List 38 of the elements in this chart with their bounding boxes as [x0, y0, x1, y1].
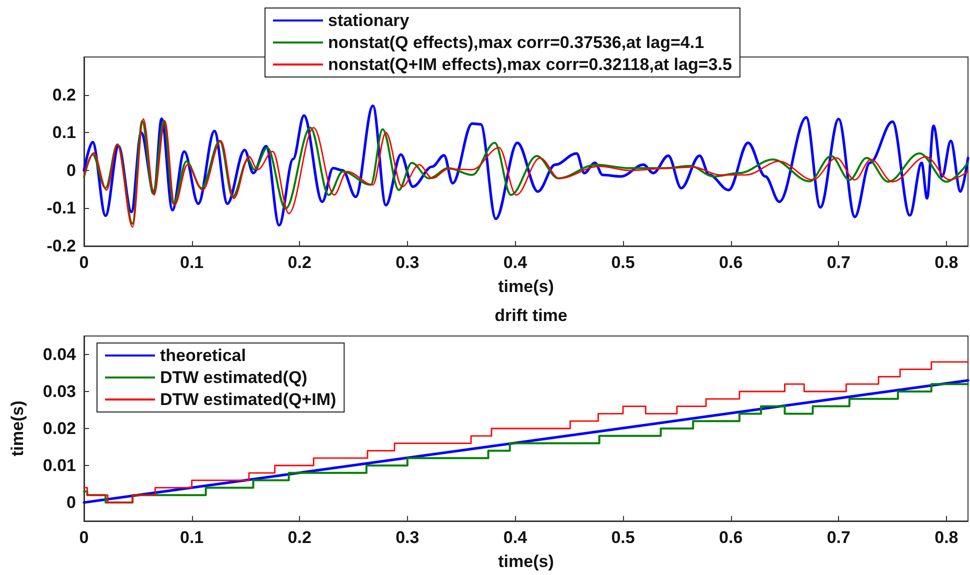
- y-axis-title: time(s): [8, 400, 27, 456]
- chart-title: drift time: [494, 306, 568, 325]
- y-tick-label: 0.02: [42, 419, 76, 438]
- x-tick-label: 0.7: [826, 253, 850, 272]
- x-tick-label: 0.4: [503, 253, 528, 272]
- legend-label: nonstat(Q effects),max corr=0.37536,at lag=4.1: [328, 33, 704, 52]
- legend-label: theoretical: [160, 346, 246, 365]
- x-axis-title: time(s): [498, 277, 554, 296]
- x-tick-label: 0.5: [611, 253, 635, 272]
- x-tick-label: 0.2: [288, 528, 312, 547]
- x-tick-label: 0.6: [719, 253, 743, 272]
- y-tick-label: 0.04: [42, 345, 77, 364]
- legend-label: DTW estimated(Q+IM): [160, 390, 336, 409]
- x-tick-label: 0.3: [396, 528, 420, 547]
- y-tick-label: -0.1: [46, 198, 76, 218]
- x-tick-label: 0.1: [180, 253, 204, 272]
- x-tick-label: 0.5: [611, 528, 635, 547]
- y-tick-label: 0.2: [52, 85, 76, 104]
- y-tick-label: 0: [66, 160, 76, 180]
- x-tick-label: 0.1: [180, 528, 204, 547]
- legend-label: nonstat(Q+IM effects),max corr=0.32118,at lag=3.5: [328, 55, 732, 74]
- y-tick-label: -0.2: [46, 236, 76, 256]
- x-tick-label: 0.6: [719, 528, 743, 547]
- x-tick-label: 0.2: [288, 253, 312, 272]
- x-tick-label: 0.3: [396, 253, 420, 272]
- y-tick-label: 0: [66, 493, 76, 512]
- x-tick-label: 0.8: [934, 528, 958, 547]
- x-axis-title: time(s): [498, 552, 554, 571]
- x-tick-label: 0: [79, 253, 89, 272]
- x-tick-label: 0: [79, 528, 89, 547]
- legend-label: DTW estimated(Q): [160, 368, 308, 387]
- y-tick-label: 0.03: [42, 382, 76, 401]
- x-tick-label: 0.7: [826, 528, 850, 547]
- legend-label: stationary: [328, 11, 410, 30]
- y-tick-label: 0.1: [52, 123, 76, 142]
- x-tick-label: 0.8: [934, 253, 958, 272]
- y-tick-label: 0.01: [42, 456, 76, 475]
- x-tick-label: 0.4: [503, 528, 528, 547]
